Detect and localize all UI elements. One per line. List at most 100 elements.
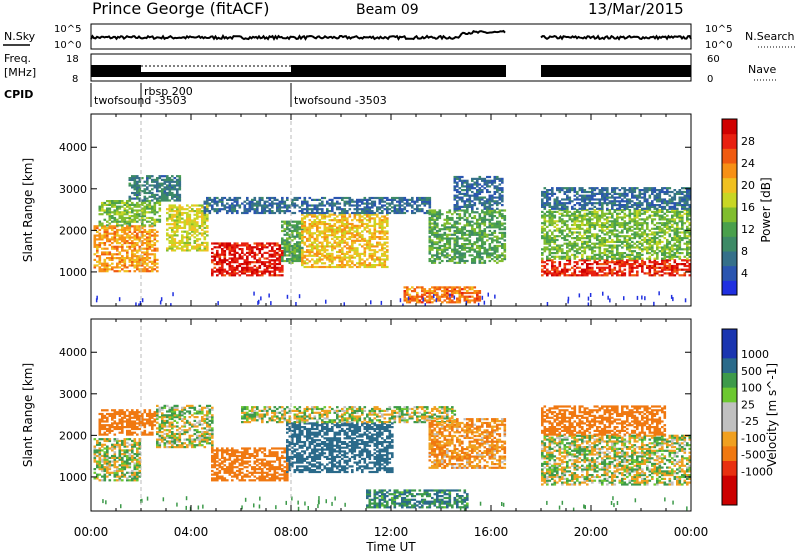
echo-cell [496,216,499,220]
echo-cell [476,231,479,234]
echo-cell [331,198,334,201]
echo-cell [281,253,284,256]
echo-cell [401,208,404,211]
echo-cell [343,245,347,248]
echo-cell [453,194,457,197]
echo-cell [128,230,132,233]
echo-cell [316,222,319,226]
echo-cell [353,264,357,267]
echo-cell [598,255,602,258]
echo-cell [358,224,362,227]
echo-cell [173,188,177,191]
nave-label: Nave [748,63,776,76]
echo-cell [493,235,497,238]
echo-cell [383,241,387,244]
echo-cell [361,202,364,205]
echo-cell [368,215,372,218]
echo-cell [231,264,234,268]
echo-cell [596,266,599,269]
echo-cell [138,205,142,208]
echo-cell [333,228,337,231]
echo-cell [296,246,299,249]
echo-cell [291,224,294,227]
echo-cell [216,200,219,203]
echo-cell [476,237,479,240]
echo-cell [323,215,327,218]
echo-cell [358,226,362,229]
echo-cell [203,236,207,239]
echo-cell [493,226,497,229]
echo-cell [478,291,482,295]
echo-cell [503,243,507,246]
echo-cell [498,231,502,234]
echo-cell [573,210,577,213]
echo-cell [371,249,374,252]
echo-cell [458,222,462,225]
echo-cell [431,209,434,212]
echo-cell [458,258,462,261]
echo-cell [168,208,172,211]
echo-cell [546,246,549,249]
echo-cell [121,268,124,271]
echo-cell [186,217,189,220]
cpid-label: CPID [4,88,33,101]
echo-cell [348,208,352,211]
echo-cell [141,184,144,187]
echo-cell [478,215,482,218]
echo-cell [471,229,474,233]
echo-cell [141,258,144,261]
echo-cell [281,258,284,261]
echo-cell [628,209,632,212]
echo-cell [128,215,132,218]
echo-cell [288,259,292,263]
echo-cell [366,265,369,269]
echo-cell [253,251,257,254]
echo-cell [323,262,327,265]
echo-cell [676,266,679,269]
echo-cell [301,202,304,205]
echo-cell [106,213,109,216]
echo-cell [421,288,424,291]
echo-cell [296,198,299,201]
echo-cell [143,191,147,195]
echo-cell [378,232,382,235]
echo-cell [636,225,639,228]
echo-cell [461,198,464,201]
echo-cell [606,263,609,266]
echo-cell [348,222,352,226]
echo-cell [631,229,634,232]
echo-cell [648,270,652,273]
echo-cell [113,247,117,250]
echo-cell [341,215,344,218]
echo-cell [346,252,349,255]
echo-cell [131,197,134,200]
echo-cell [456,196,459,199]
echo-cell [661,223,664,227]
echo-cell [318,232,322,235]
echo-cell [98,270,102,273]
echo-cell [146,178,149,181]
echo-cell [98,213,102,216]
echo-cell [631,252,634,255]
echo-cell [176,184,179,187]
echo-cell [656,263,659,266]
echo-cell [583,268,587,271]
echo-cell [603,261,607,264]
echo-cell [453,181,457,184]
echo-cell [363,198,367,201]
echo-cell [608,231,612,234]
echo-cell [156,197,159,200]
echo-cell [111,201,114,205]
echo-cell [103,227,107,230]
echo-cell [548,210,552,213]
echo-cell [573,223,577,227]
echo-cell [128,264,132,267]
echo-cell [621,274,624,277]
echo-cell [436,243,439,246]
echo-cell [341,219,344,222]
echo-cell [363,264,367,267]
echo-cell [196,230,199,233]
echo-cell [483,252,487,255]
echo-cell [346,210,349,213]
echo-cell [268,263,272,266]
